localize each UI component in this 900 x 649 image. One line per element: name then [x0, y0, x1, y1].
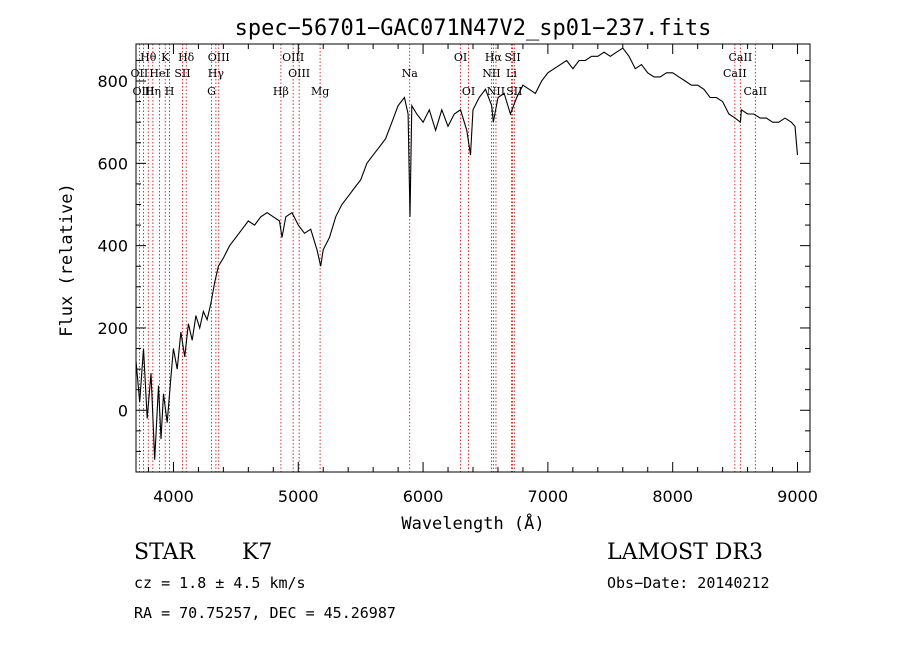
y-tick-label: 400 — [97, 237, 128, 256]
x-tick-label: 8000 — [652, 487, 693, 506]
y-axis: 0 200 400 600 800 — [97, 59, 810, 452]
x-tick-label: 4000 — [153, 487, 194, 506]
object-class: STAR — [134, 540, 195, 565]
line-label-16: Na — [402, 67, 419, 80]
line-label-23: Li — [506, 67, 517, 80]
x-tick-label: 5000 — [278, 487, 319, 506]
line-label-25: CaII — [729, 51, 753, 64]
x-axis-label: Wavelength (Å) — [401, 512, 544, 534]
x-axis: 4000 5000 6000 7000 8000 9000 — [147, 44, 818, 506]
y-tick-label: 0 — [118, 401, 128, 420]
line-label-13: OIII — [288, 67, 310, 80]
line-markers — [138, 44, 756, 472]
line-label-3: Hη — [145, 85, 161, 98]
line-label-26: CaII — [723, 67, 747, 80]
line-label-15: Mg — [311, 85, 329, 98]
coordinates-ra-dec: RA = 70.75257, DEC = 45.26987 — [134, 604, 396, 622]
line-label-4: HeI — [149, 67, 169, 80]
line-label-17: OI — [454, 51, 467, 64]
plot-frame — [135, 43, 811, 473]
line-label-8: Hδ — [178, 51, 195, 64]
line-label-20: NII — [482, 67, 500, 80]
line-label-2: OIII — [132, 85, 154, 98]
line-label-21: NII — [487, 85, 505, 98]
y-tick-label: 600 — [97, 154, 128, 173]
line-label-27: CaII — [743, 85, 767, 98]
line-label-6: H — [165, 85, 175, 98]
line-label-9: OIII — [208, 51, 230, 64]
y-tick-label: 800 — [97, 72, 128, 91]
y-tick-label: 200 — [97, 319, 128, 338]
line-label-10: Hγ — [208, 67, 225, 80]
line-label-0: Hθ — [140, 51, 157, 64]
line-label-14: Hβ — [273, 85, 289, 98]
line-label-5: K — [161, 51, 170, 64]
survey-name: LAMOST DR3 — [607, 540, 763, 565]
x-tick-label: 9000 — [777, 487, 818, 506]
line-label-11: G — [207, 85, 216, 98]
line-label-1: OII — [131, 67, 149, 80]
chart-title: spec−56701−GAC071N47V2_sp01−237.fits — [235, 16, 712, 41]
x-tick-label: 7000 — [528, 487, 569, 506]
x-tick-label: 6000 — [403, 487, 444, 506]
object-subclass: K7 — [242, 540, 273, 565]
redshift-cz: cz = 1.8 ± 4.5 km/s — [134, 574, 306, 592]
line-label-7: SII — [174, 67, 190, 80]
spectrum-line — [135, 47, 799, 460]
observation-date: Obs−Date: 20140212 — [607, 574, 770, 592]
line-label-12: OIII — [282, 51, 304, 64]
y-axis-label: Flux (relative) — [57, 183, 77, 337]
line-label-19: Hα — [485, 51, 503, 64]
line-label-18: OI — [462, 85, 475, 98]
line-label-22: SII — [504, 51, 520, 64]
